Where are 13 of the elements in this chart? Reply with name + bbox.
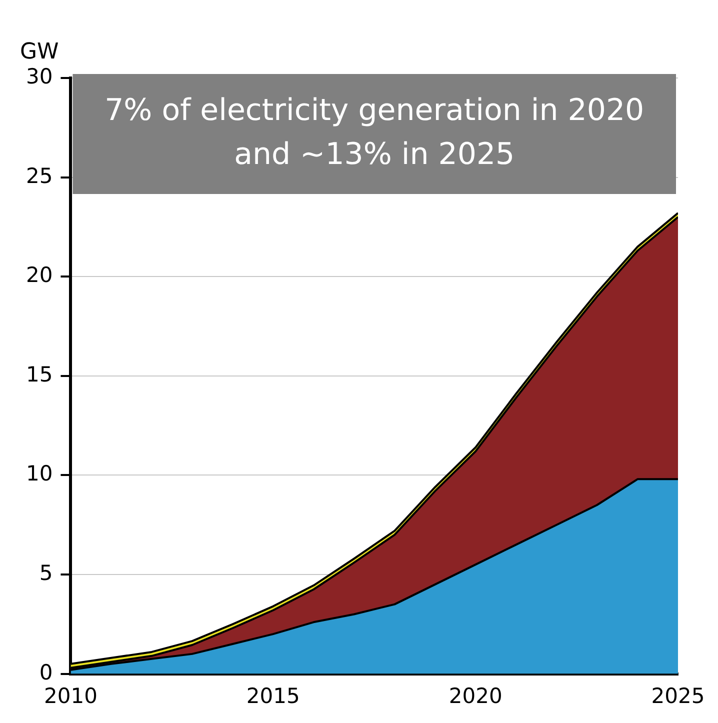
x-tick-label: 2020 — [448, 684, 502, 708]
y-tick-label: 5 — [39, 560, 53, 585]
x-tick-label: 2025 — [651, 684, 705, 708]
y-tick-label: 10 — [26, 462, 53, 486]
y-tick-label: 25 — [26, 164, 53, 188]
annotation: 7% of electricity generation in 2020 and ~13% in 2025 — [104, 92, 644, 172]
y-axis-title: GW — [20, 40, 60, 65]
y-tick-label: 30 — [26, 64, 53, 88]
x-tick-label: 2010 — [44, 684, 98, 708]
y-tick-label: 15 — [26, 362, 53, 386]
x-tick-label: 2015 — [246, 684, 300, 708]
y-tick-label: 20 — [26, 263, 53, 288]
y-tick-label: 0 — [39, 660, 53, 684]
